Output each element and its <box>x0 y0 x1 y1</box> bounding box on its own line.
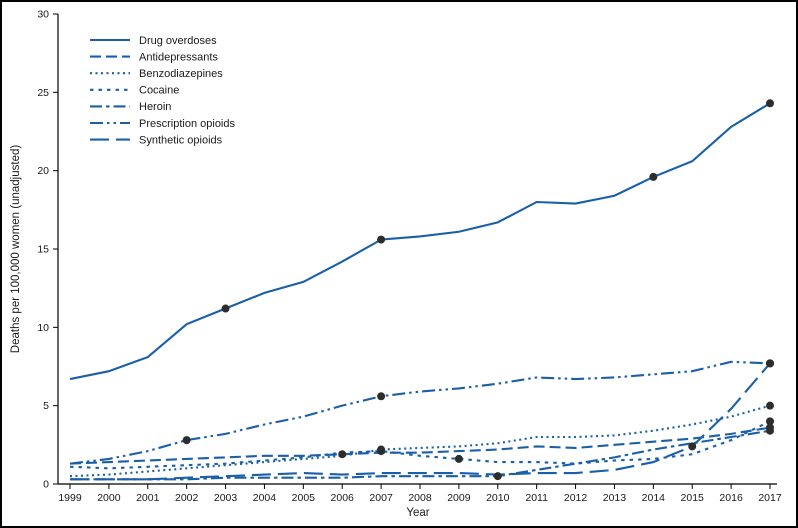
series-marker-heroin-2010 <box>493 472 502 481</box>
legend-label: Cocaine <box>139 85 179 97</box>
series-marker-benzodiazepines-2017 <box>766 401 774 410</box>
x-axis-tick-label: 2017 <box>758 492 782 504</box>
x-axis-tick-label: 2010 <box>486 492 510 504</box>
x-axis-tick-label: 2014 <box>642 492 666 504</box>
x-axis-tick-label: 2013 <box>603 492 627 504</box>
y-axis-tick-label: 30 <box>37 9 49 21</box>
y-axis-tick-label: 25 <box>37 87 49 99</box>
x-axis-tick-label: 2016 <box>719 492 743 504</box>
legend-item-antidepressants: Antidepressants <box>90 51 218 63</box>
legend-item-synthetic-opioids: Synthetic opioids <box>90 134 223 146</box>
legend-item-heroin: Heroin <box>90 101 171 113</box>
x-axis-tick-label: 2009 <box>447 492 471 504</box>
x-axis-title: Year <box>406 507 430 519</box>
x-axis-tick-label: 2001 <box>136 492 160 504</box>
series-marker-synthetic-opioids-2017 <box>766 359 774 368</box>
y-axis-tick-label: 5 <box>43 400 49 412</box>
x-axis-tick-label: 2012 <box>564 492 588 504</box>
legend: Drug overdoses Antidepressants Benzodiazep… <box>90 35 235 146</box>
legend-label: Benzodiazepines <box>139 68 223 80</box>
series-marker-antidepressants-2006 <box>338 450 347 459</box>
series-marker-prescription-opioids-2007 <box>377 392 386 401</box>
legend-item-cocaine: Cocaine <box>90 85 179 97</box>
series-line-benzodiazepines <box>69 404 771 478</box>
y-axis-title: Deaths per 100,000 women (unadjusted) <box>10 144 22 354</box>
legend-label: Heroin <box>139 101 171 113</box>
x-axis-tick-label: 2006 <box>331 492 355 504</box>
series-marker-heroin-2017 <box>766 426 774 435</box>
x-axis-tick-label: 1999 <box>58 492 82 504</box>
y-axis-tick-label: 10 <box>37 322 49 334</box>
legend-label: Prescription opioids <box>139 118 235 130</box>
legend-label: Drug overdoses <box>139 35 217 47</box>
series-line-synthetic-opioids <box>70 362 771 481</box>
x-axis-tick-label: 2004 <box>253 492 277 504</box>
y-axis-tick-label: 15 <box>37 244 49 256</box>
series-line-antidepressants <box>69 426 771 465</box>
series-marker-synthetic-opioids-2015 <box>688 442 697 451</box>
series-marker-drug-overdoses-2007 <box>377 235 386 244</box>
x-axis-tick-label: 2007 <box>369 492 393 504</box>
series-marker-drug-overdoses-2003 <box>221 304 230 313</box>
legend-label: Antidepressants <box>139 51 218 63</box>
series-marker-cocaine-2007 <box>377 447 386 456</box>
legend-label: Synthetic opioids <box>139 134 223 146</box>
legend-item-benzodiazepines: Benzodiazepines <box>90 68 223 80</box>
y-axis-tick-label: 0 <box>43 479 49 491</box>
x-axis-tick-label: 2008 <box>408 492 432 504</box>
series-marker-cocaine-2009 <box>454 454 463 463</box>
x-axis-tick-label: 2015 <box>681 492 705 504</box>
legend-item-prescription-opioids: Prescription opioids <box>90 118 235 130</box>
x-axis-tick-label: 2005 <box>292 492 316 504</box>
legend-item-drug-overdoses: Drug overdoses <box>90 35 217 47</box>
x-axis-tick-label: 2011 <box>525 492 548 504</box>
series-marker-drug-overdoses-2014 <box>649 172 658 181</box>
series-marker-prescription-opioids-2002 <box>182 436 191 445</box>
series-line-cocaine <box>69 420 771 470</box>
x-axis-tick-label: 2002 <box>175 492 199 504</box>
series-marker-cocaine-2017 <box>766 417 774 426</box>
y-axis-tick-label: 20 <box>37 165 49 177</box>
x-axis-tick-label: 2000 <box>97 492 121 504</box>
series-marker-drug-overdoses-2017 <box>766 99 774 108</box>
x-axis-tick-label: 2003 <box>214 492 238 504</box>
